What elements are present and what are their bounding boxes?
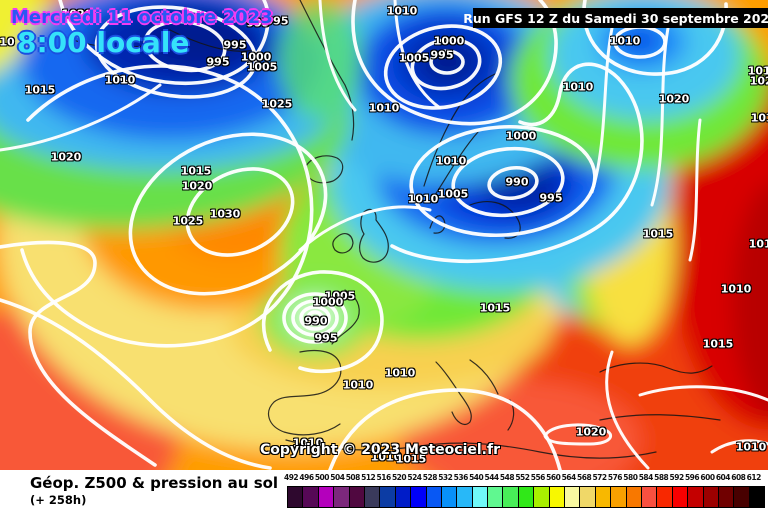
legend-bar: Géop. Z500 & pression au sol (+ 258h) 49… (0, 470, 768, 512)
forecast-hour: (+ 258h) (30, 493, 87, 507)
color-scale: 492 496 500 504 508 512 516 520 524 528 532 536 540 5… (284, 473, 765, 508)
scale-value: 504 (330, 473, 345, 482)
scale-cell (626, 487, 642, 507)
scale-value: 560 (546, 473, 561, 482)
scale-value: 492 (284, 473, 299, 482)
scale-value: 592 (669, 473, 685, 482)
scale-value: 572 (592, 473, 607, 482)
scale-value: 600 (700, 473, 715, 482)
scale-value: 568 (577, 473, 592, 482)
scale-cell (549, 487, 566, 507)
scale-value: 604 (715, 473, 731, 482)
scale-value: 520 (391, 473, 407, 482)
forecast-time: 8:00 locale (17, 26, 190, 59)
scale-value: 612 (746, 473, 762, 482)
scale-cell (672, 487, 689, 507)
scale-value: 580 (623, 473, 638, 482)
pressure-contours (0, 0, 768, 470)
scale-value: 584 (638, 473, 654, 482)
scale-value: 532 (438, 473, 453, 482)
scale-value: 536 (453, 473, 469, 482)
coastlines (59, 0, 721, 459)
scale-cell (318, 487, 335, 507)
scale-cell (303, 487, 319, 507)
scale-value: 596 (684, 473, 700, 482)
scale-value: 500 (314, 473, 330, 482)
scale-cell (503, 487, 519, 507)
scale-value: 556 (530, 473, 546, 482)
scale-cell (334, 487, 350, 507)
scale-value: 512 (361, 473, 376, 482)
scale-cell (688, 487, 704, 507)
scale-value: 608 (731, 473, 746, 482)
scale-value: 564 (561, 473, 577, 482)
scale-cell (703, 487, 719, 507)
color-scale-cells (287, 486, 765, 508)
scale-cell (749, 487, 765, 507)
map-graphic (0, 0, 768, 470)
scale-cell (611, 487, 627, 507)
copyright-text: Copyright © 2023 Meteociel.fr (260, 442, 500, 458)
scale-cell (565, 487, 581, 507)
scale-value: 528 (422, 473, 438, 482)
scale-cell (349, 487, 365, 507)
scale-cell (734, 487, 750, 507)
scale-cell (457, 487, 473, 507)
scale-cell (641, 487, 658, 507)
model-run-info: Run GFS 12 Z du Samedi 30 septembre 2023 (463, 8, 768, 28)
scale-cell (395, 487, 412, 507)
color-scale-values: 492 496 500 504 508 512 516 520 524 528 532 536 540 5… (284, 473, 765, 484)
forecast-date: Mercredi 11 octobre 2023 (11, 7, 273, 28)
scale-cell (380, 487, 396, 507)
scale-cell (472, 487, 489, 507)
scale-value: 508 (345, 473, 361, 482)
scale-value: 576 (607, 473, 623, 482)
scale-cell (657, 487, 673, 507)
scale-cell (441, 487, 458, 507)
scale-cell (718, 487, 735, 507)
scale-cell (488, 487, 504, 507)
chart-title: Géop. Z500 & pression au sol (30, 474, 279, 492)
scale-value: 548 (499, 473, 515, 482)
scale-cell (580, 487, 596, 507)
scale-value: 540 (469, 473, 484, 482)
scale-value: 552 (515, 473, 530, 482)
scale-value: 524 (407, 473, 422, 482)
scale-cell (518, 487, 535, 507)
scale-cell (595, 487, 612, 507)
scale-value: 516 (376, 473, 392, 482)
scale-value: 496 (299, 473, 314, 482)
forecast-map: 1020 10 1015 1010 995 995 995 995 1000 1005 1025 10… (0, 0, 768, 470)
scale-cell (364, 487, 381, 507)
scale-cell (534, 487, 550, 507)
scale-value: 544 (484, 473, 499, 482)
scale-cell (288, 487, 304, 507)
scale-cell (411, 487, 427, 507)
scale-value: 588 (654, 473, 669, 482)
scale-cell (426, 487, 442, 507)
